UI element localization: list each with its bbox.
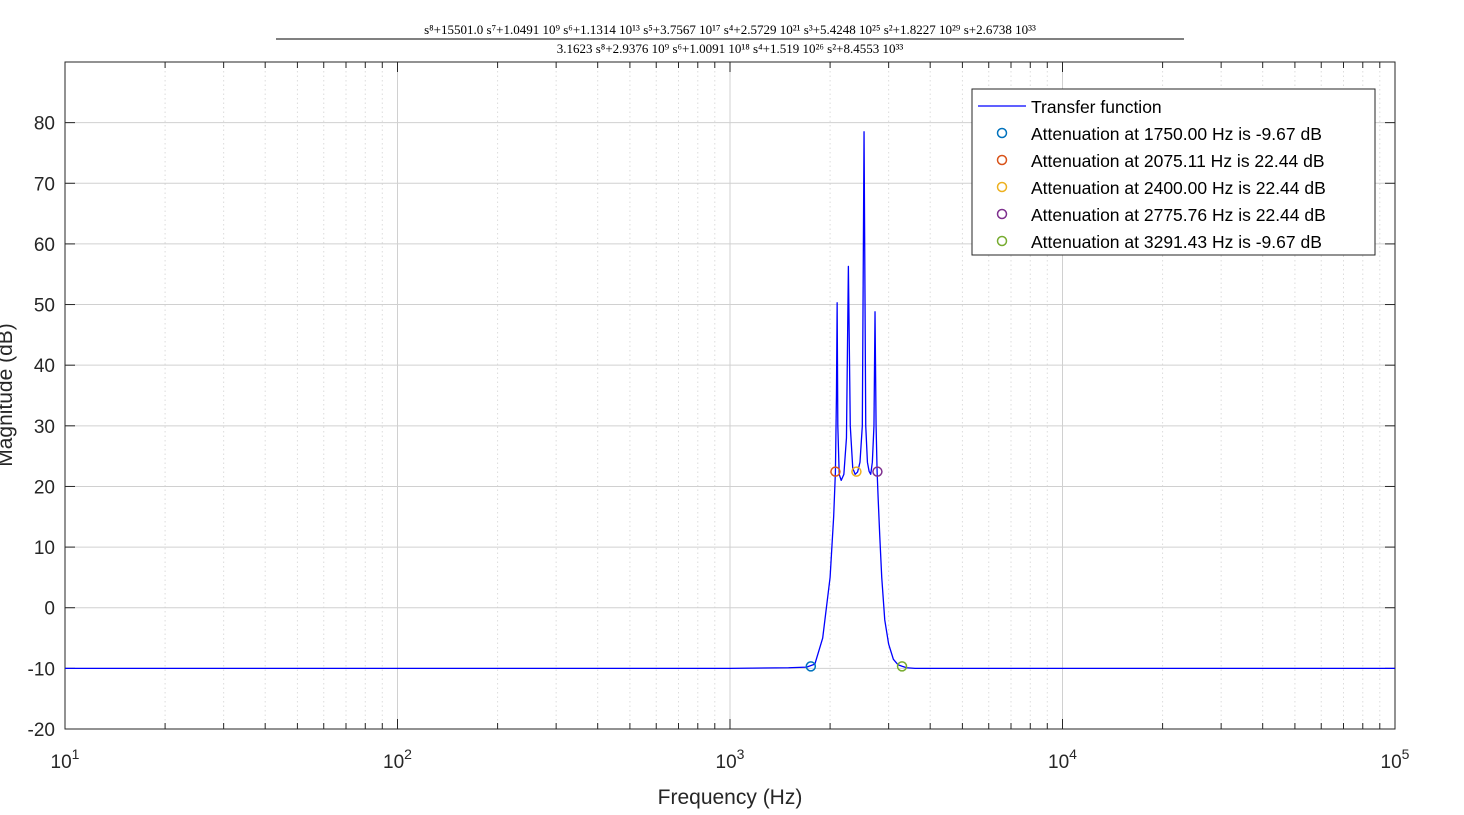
legend-label: Transfer function bbox=[1031, 97, 1162, 117]
y-tick-label: 0 bbox=[44, 599, 55, 620]
attenuation-marker bbox=[830, 466, 841, 477]
x-axis-label: Frequency (Hz) bbox=[658, 786, 803, 809]
series-line-transfer-function bbox=[65, 131, 1395, 670]
legend: Transfer function Attenuation at 1750.00 … bbox=[971, 88, 1376, 256]
x-tick-label: 103 bbox=[716, 746, 745, 773]
y-tick-label: 30 bbox=[34, 417, 55, 438]
legend-label: Attenuation at 3291.43 Hz is -9.67 dB bbox=[1031, 232, 1322, 252]
y-tick-label: 10 bbox=[34, 538, 55, 559]
y-tick-label: 20 bbox=[34, 477, 55, 498]
chart-title: s⁸+15501.0 s⁷+1.0491 10⁹ s⁶+1.1314 10¹³ … bbox=[276, 22, 1184, 56]
y-tick-label: 60 bbox=[34, 235, 55, 256]
legend-label: Attenuation at 1750.00 Hz is -9.67 dB bbox=[1031, 124, 1322, 144]
axis-ticks: 101 102 103 104 105 -20 -10 0 10 20 30 40 50 60 70 80 bbox=[28, 62, 1410, 773]
legend-marker-swatch bbox=[996, 154, 1008, 166]
title-numerator: s⁸+15501.0 s⁷+1.0491 10⁹ s⁶+1.1314 10¹³ … bbox=[424, 22, 1036, 37]
y-tick-label: 70 bbox=[34, 174, 55, 195]
legend-marker-swatch bbox=[996, 181, 1008, 193]
attenuation-marker bbox=[872, 466, 883, 477]
x-tick-label: 105 bbox=[1381, 746, 1410, 773]
legend-marker-swatch bbox=[996, 127, 1008, 139]
attenuation-marker bbox=[896, 661, 908, 672]
series-layer bbox=[65, 131, 1395, 670]
legend-marker-swatch bbox=[996, 208, 1008, 220]
legend-box bbox=[971, 88, 1376, 256]
title-denominator: 3.1623 s⁸+2.9376 10⁹ s⁶+1.0091 10¹⁸ s⁴+1… bbox=[557, 41, 904, 56]
legend-label: Attenuation at 2400.00 Hz is 22.44 dB bbox=[1031, 178, 1326, 198]
attenuation-marker bbox=[851, 466, 862, 477]
y-tick-label: -20 bbox=[28, 720, 55, 741]
legend-label: Attenuation at 2075.11 Hz is 22.44 dB bbox=[1031, 151, 1325, 171]
y-axis-label: Magnitude (dB) bbox=[0, 323, 17, 467]
legend-label: Attenuation at 2775.76 Hz is 22.44 dB bbox=[1031, 205, 1326, 225]
x-tick-label: 104 bbox=[1048, 746, 1077, 773]
attenuation-marker bbox=[805, 661, 817, 672]
y-tick-label: 50 bbox=[34, 296, 55, 317]
y-tick-label: 80 bbox=[34, 114, 55, 135]
legend-marker-swatch bbox=[996, 235, 1008, 247]
y-tick-label: -10 bbox=[28, 659, 55, 680]
x-tick-label: 102 bbox=[383, 746, 412, 773]
x-tick-label: 101 bbox=[51, 746, 80, 773]
marker-layer bbox=[805, 466, 908, 672]
y-tick-label: 40 bbox=[34, 356, 55, 377]
